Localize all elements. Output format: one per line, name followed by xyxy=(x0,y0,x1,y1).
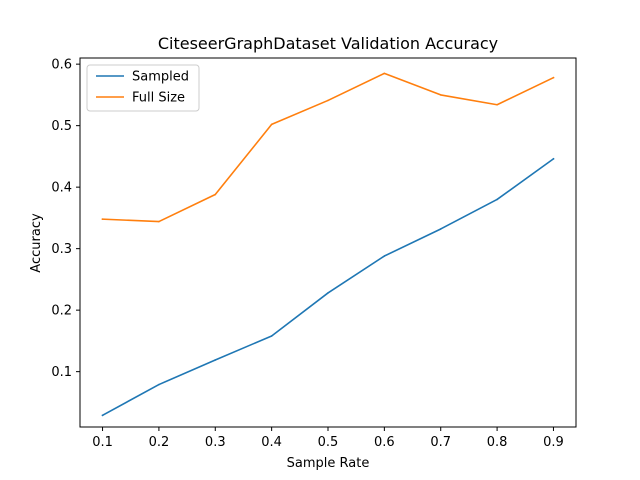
x-tick-label: 0.9 xyxy=(543,435,564,450)
data-point xyxy=(101,414,104,417)
x-tick-label: 0.8 xyxy=(487,435,508,450)
chart-title: CiteseerGraphDataset Validation Accuracy xyxy=(158,34,498,53)
legend: Sampled Full Size xyxy=(86,64,200,112)
y-axis-label: Accuracy xyxy=(29,213,44,273)
y-tick-label: 0.3 xyxy=(51,242,72,257)
x-tick-label: 0.1 xyxy=(92,435,113,450)
x-tick-label: 0.5 xyxy=(318,435,339,450)
plot-frame xyxy=(79,57,577,428)
y-tick-label: 0.1 xyxy=(51,365,72,380)
data-point xyxy=(552,76,555,79)
series-line-sampled xyxy=(101,157,555,417)
data-point xyxy=(270,335,273,337)
data-point xyxy=(552,158,555,160)
x-tick-label: 0.7 xyxy=(430,435,451,450)
plot-area xyxy=(79,57,577,428)
data-point xyxy=(383,255,386,257)
y-tick-label: 0.4 xyxy=(51,181,72,196)
data-point xyxy=(101,218,104,220)
data-point xyxy=(214,193,217,196)
legend-label: Full Size xyxy=(132,91,185,106)
data-point xyxy=(383,72,386,75)
data-point xyxy=(158,383,160,386)
x-axis-label: Sample Rate xyxy=(287,456,370,471)
x-tick-label: 0.3 xyxy=(205,435,226,450)
y-tick-label: 0.6 xyxy=(51,58,72,73)
x-tick-label: 0.2 xyxy=(149,435,170,450)
x-tick-label: 0.6 xyxy=(374,435,395,450)
y-axis: 0.1 0.2 0.3 0.4 0.5 0.6 xyxy=(51,58,80,380)
data-point xyxy=(439,94,442,96)
data-point xyxy=(270,123,273,126)
data-point xyxy=(496,198,498,201)
data-point xyxy=(496,103,498,106)
data-point xyxy=(327,292,329,294)
x-axis: 0.1 0.2 0.3 0.4 0.5 0.6 0.7 0.8 0.9 xyxy=(92,427,564,450)
y-tick-label: 0.5 xyxy=(51,119,72,134)
data-point xyxy=(439,228,442,230)
data-point xyxy=(327,99,329,102)
x-tick-label: 0.4 xyxy=(261,435,282,450)
y-tick-label: 0.2 xyxy=(51,304,72,319)
data-point xyxy=(214,359,217,361)
legend-label: Sampled xyxy=(132,70,189,85)
data-point xyxy=(158,220,160,223)
